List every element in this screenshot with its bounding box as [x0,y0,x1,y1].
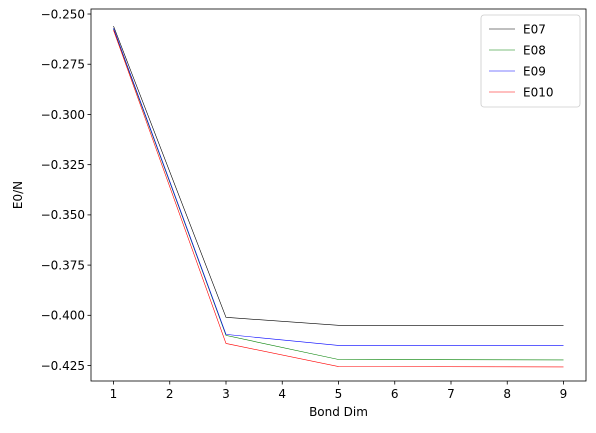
x-tick-label: 9 [560,387,568,401]
y-tick-label: −0.275 [41,58,85,72]
series-line-e09 [113,27,564,346]
legend-label: E07 [523,22,546,36]
legend: E07 E08 E09 E010 [480,14,581,108]
y-axis: −0.425 −0.400 −0.375 −0.350 −0.325 −0.300 −0.2… [41,7,91,373]
y-tick-label: −0.350 [41,208,85,222]
x-tick-label: 5 [335,387,343,401]
x-tick-label: 7 [447,387,455,401]
x-tick-label: 2 [166,387,174,401]
legend-label: E09 [523,64,546,78]
series-line-e010 [113,29,564,368]
y-axis-label: E0/N [11,181,25,209]
series-line-e07 [113,25,564,326]
legend-box [480,14,581,108]
x-tick-label: 8 [503,387,511,401]
legend-label: E010 [523,85,554,99]
x-tick-label: 3 [222,387,230,401]
y-tick-label: −0.425 [41,359,85,373]
x-tick-label: 6 [391,387,399,401]
series-layer [113,25,564,368]
x-axis: 1 2 3 4 5 6 7 8 9 [110,381,568,401]
legend-label: E08 [523,43,546,57]
y-tick-label: −0.375 [41,258,85,272]
y-tick-label: −0.325 [41,158,85,172]
series-line-e08 [113,28,564,361]
x-tick-label: 4 [278,387,286,401]
y-tick-label: −0.400 [41,309,85,323]
y-tick-label: −0.300 [41,108,85,122]
y-tick-label: −0.250 [41,7,85,21]
x-tick-label: 1 [110,387,118,401]
x-axis-label: Bond Dim [309,405,368,419]
